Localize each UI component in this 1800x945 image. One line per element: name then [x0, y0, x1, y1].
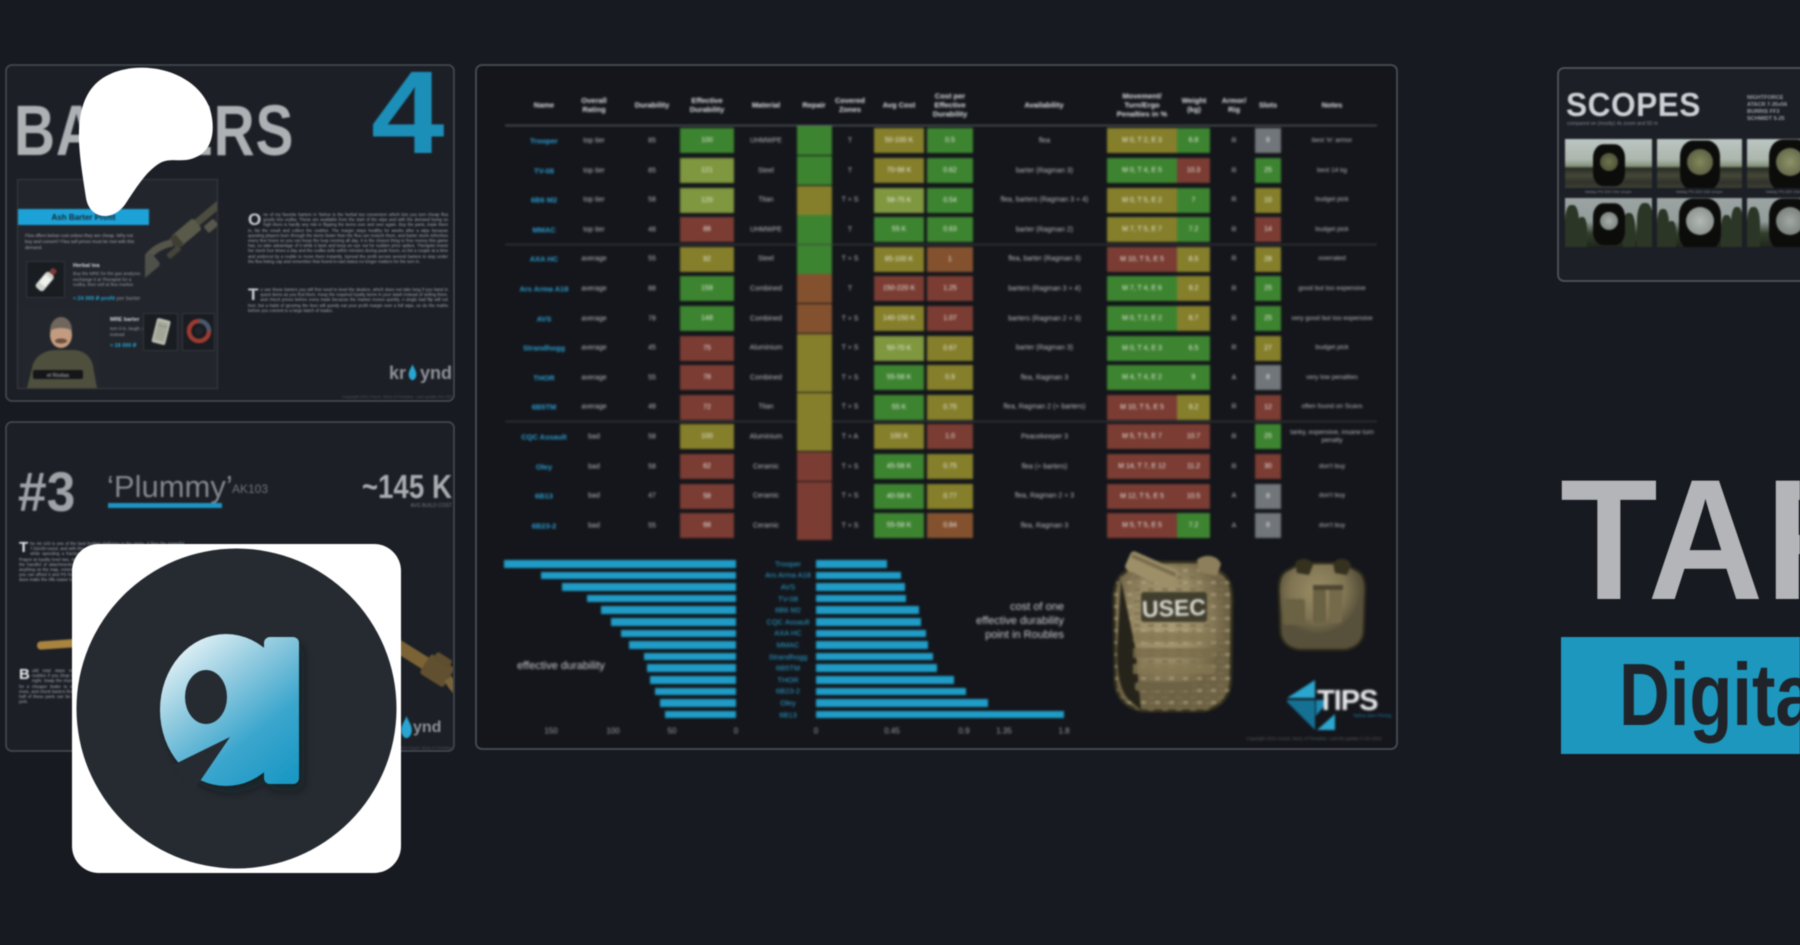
svg-text:TIPS: TIPS	[1317, 685, 1378, 717]
svg-text:Tarkov Item Pricing: Tarkov Item Pricing	[1353, 713, 1392, 718]
svg-text:el Risitas: el Risitas	[47, 373, 70, 379]
svg-text:USEC: USEC	[1142, 594, 1207, 622]
